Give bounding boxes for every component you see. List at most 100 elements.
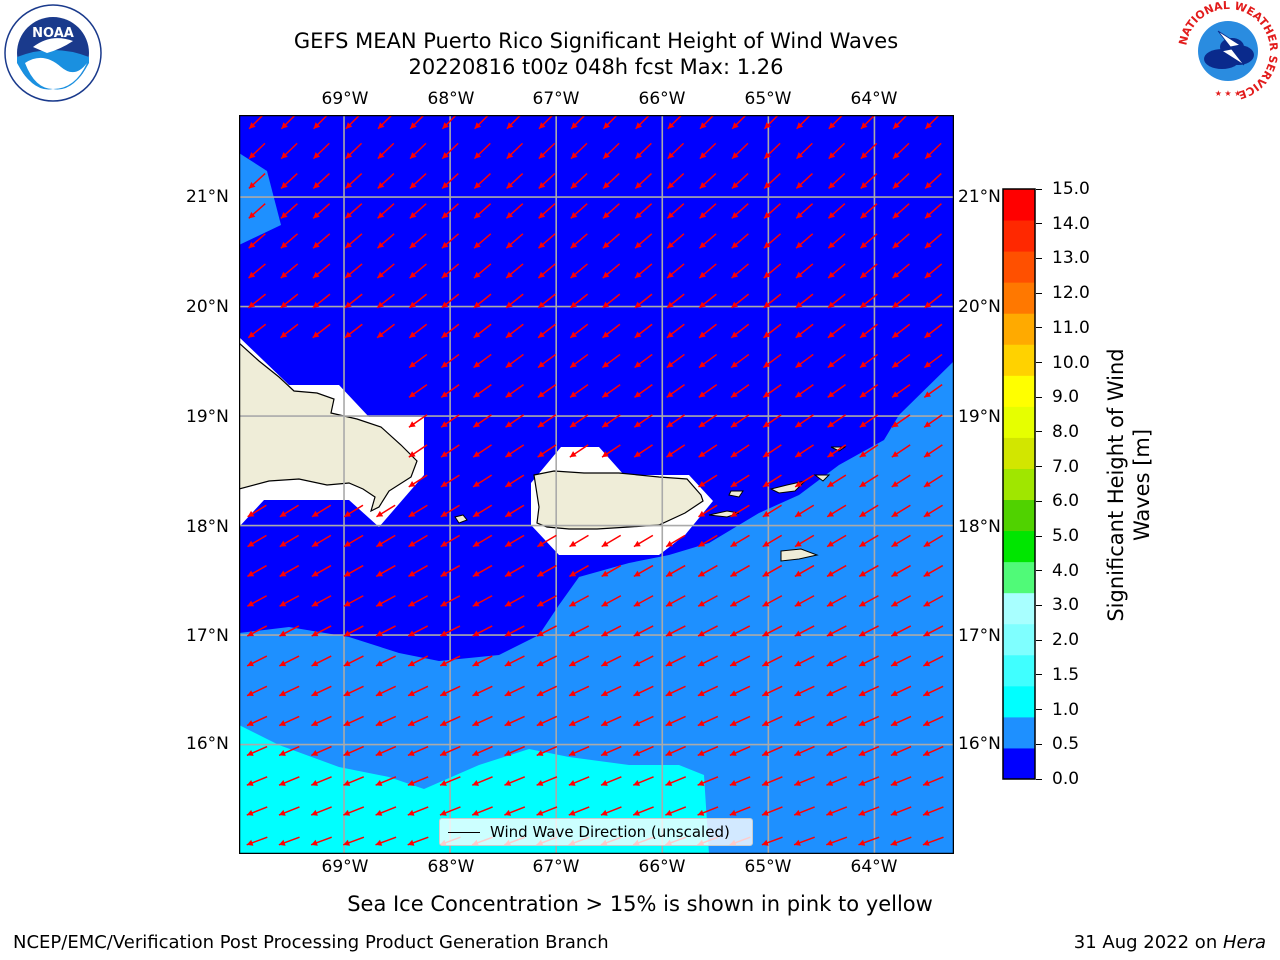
colorbar-swatch [1003,623,1035,656]
wave-arrow-head [762,779,769,786]
lat-tick-left: 18°N [186,517,229,537]
wave-arrow-head [667,211,675,219]
wave-arrow-head [313,152,321,159]
lat-tick-left: 21°N [186,187,229,207]
wave-arrow-head [635,122,643,129]
wave-arrow-head [311,600,319,607]
wave-arrow-head [892,182,900,189]
wave-arrow-head [924,241,932,249]
wave-arrow-head [408,570,416,577]
wave-arrow-head [311,690,319,697]
wave-arrow-head [377,152,385,159]
lon-tick-top: 68°W [427,89,475,109]
sea-ice-caption: Sea Ice Concentration > 15% is shown in … [347,892,933,916]
lon-tick-bottom: 65°W [744,857,792,877]
wave-arrow-head [343,690,351,697]
wave-arrow-head [891,570,899,577]
lon-tick-bottom: 66°W [638,857,686,877]
wave-arrow-head [343,779,351,786]
wave-arrow-head [764,152,771,159]
lat-tick-right: 21°N [958,187,1001,207]
wave-arrow-head [795,391,803,398]
wave-arrow-head [923,720,930,726]
wave-arrow-head [377,122,385,129]
wave-arrow-head [665,720,673,726]
wave-arrow-head [633,630,641,637]
lon-tick-top: 66°W [638,89,686,109]
footer-date-text: 31 Aug 2022 on [1073,932,1223,953]
colorbar-swatch [1003,685,1035,718]
colorbar-tick-label: 15.0 [1052,179,1090,199]
wave-arrow-head [860,152,868,159]
wave-direction-arrows [246,115,944,846]
wave-arrow-head [472,809,479,816]
wave-arrow-head [440,510,448,517]
land-hispaniola [239,342,418,513]
colorbar-tick-mark [1036,674,1042,676]
wave-arrow-head [697,809,705,816]
wave-arrow-head [505,391,513,398]
wave-arrow-head [472,720,480,726]
wave-arrow-head [506,301,513,308]
wave-arrow-head [474,152,482,159]
wave-arrow-head [826,720,834,726]
lon-tick-bottom: 64°W [850,857,898,877]
wave-arrow-head [538,331,545,338]
wave-arrow-head [281,122,288,129]
wave-arrow-head [924,361,932,368]
wave-arrow-head [505,451,513,458]
wave-arrow-head [698,480,706,487]
wave-arrow-head [892,271,900,279]
colorbar-tick-mark [1036,535,1042,537]
wave-arrow-head [697,750,705,756]
wave-arrow-head [570,301,578,308]
wave-arrow-head [569,421,577,428]
wave-arrow-head [538,301,545,308]
wave-arrow-head [474,241,481,249]
wave-arrow-head [345,271,352,279]
svg-text:NOAA: NOAA [32,26,74,41]
wave-arrow-head [279,540,287,547]
wave-arrow-head [730,570,738,577]
wave-arrow-head [376,600,383,607]
wave-arrow-head [375,839,383,846]
wave-arrow-head [473,421,481,428]
wave-arrow-head [922,839,930,846]
island-mona [454,514,468,524]
wave-arrow-head [667,182,675,189]
wave-arrow-head [635,211,642,219]
wave-arrow-head [375,720,383,726]
wave-arrow-head [923,600,931,607]
wave-arrow-head [376,540,384,547]
wave-arrow-head [891,421,899,428]
lon-tick-top: 67°W [532,89,580,109]
wave-arrow-head [569,660,576,667]
wave-arrow-head [440,480,448,487]
wave-arrow-head [344,331,352,338]
wave-arrow-head [247,600,255,607]
wave-arrow-head [407,720,415,726]
wave-arrow-head [730,630,738,637]
wave-arrow-head [602,241,610,249]
wave-arrow-head [923,690,931,697]
wave-arrow-head [796,152,804,159]
wave-arrow-head [246,839,254,846]
wave-arrow-head [635,241,642,249]
wave-arrow-head [279,630,287,637]
colorbar-tick-mark [1036,639,1042,641]
colorbar-tick-label: 1.5 [1052,664,1080,685]
wave-arrow-head [375,660,383,667]
wave-arrow-head [570,211,578,219]
wave-arrow-head [633,570,641,577]
wave-arrow-head [603,182,610,189]
wave-arrow-head [665,690,673,697]
wave-arrow-head [538,211,546,219]
wave-arrow-head [731,301,739,308]
wave-arrow-head [826,660,834,667]
wave-arrow-head [246,809,254,816]
wave-arrow-head [923,779,930,786]
colorbar-tick-label: 4.0 [1052,560,1080,581]
wave-arrow-head [697,720,705,726]
wave-arrow-head [279,510,287,517]
colorbar-tick-label: 6.0 [1052,491,1080,512]
